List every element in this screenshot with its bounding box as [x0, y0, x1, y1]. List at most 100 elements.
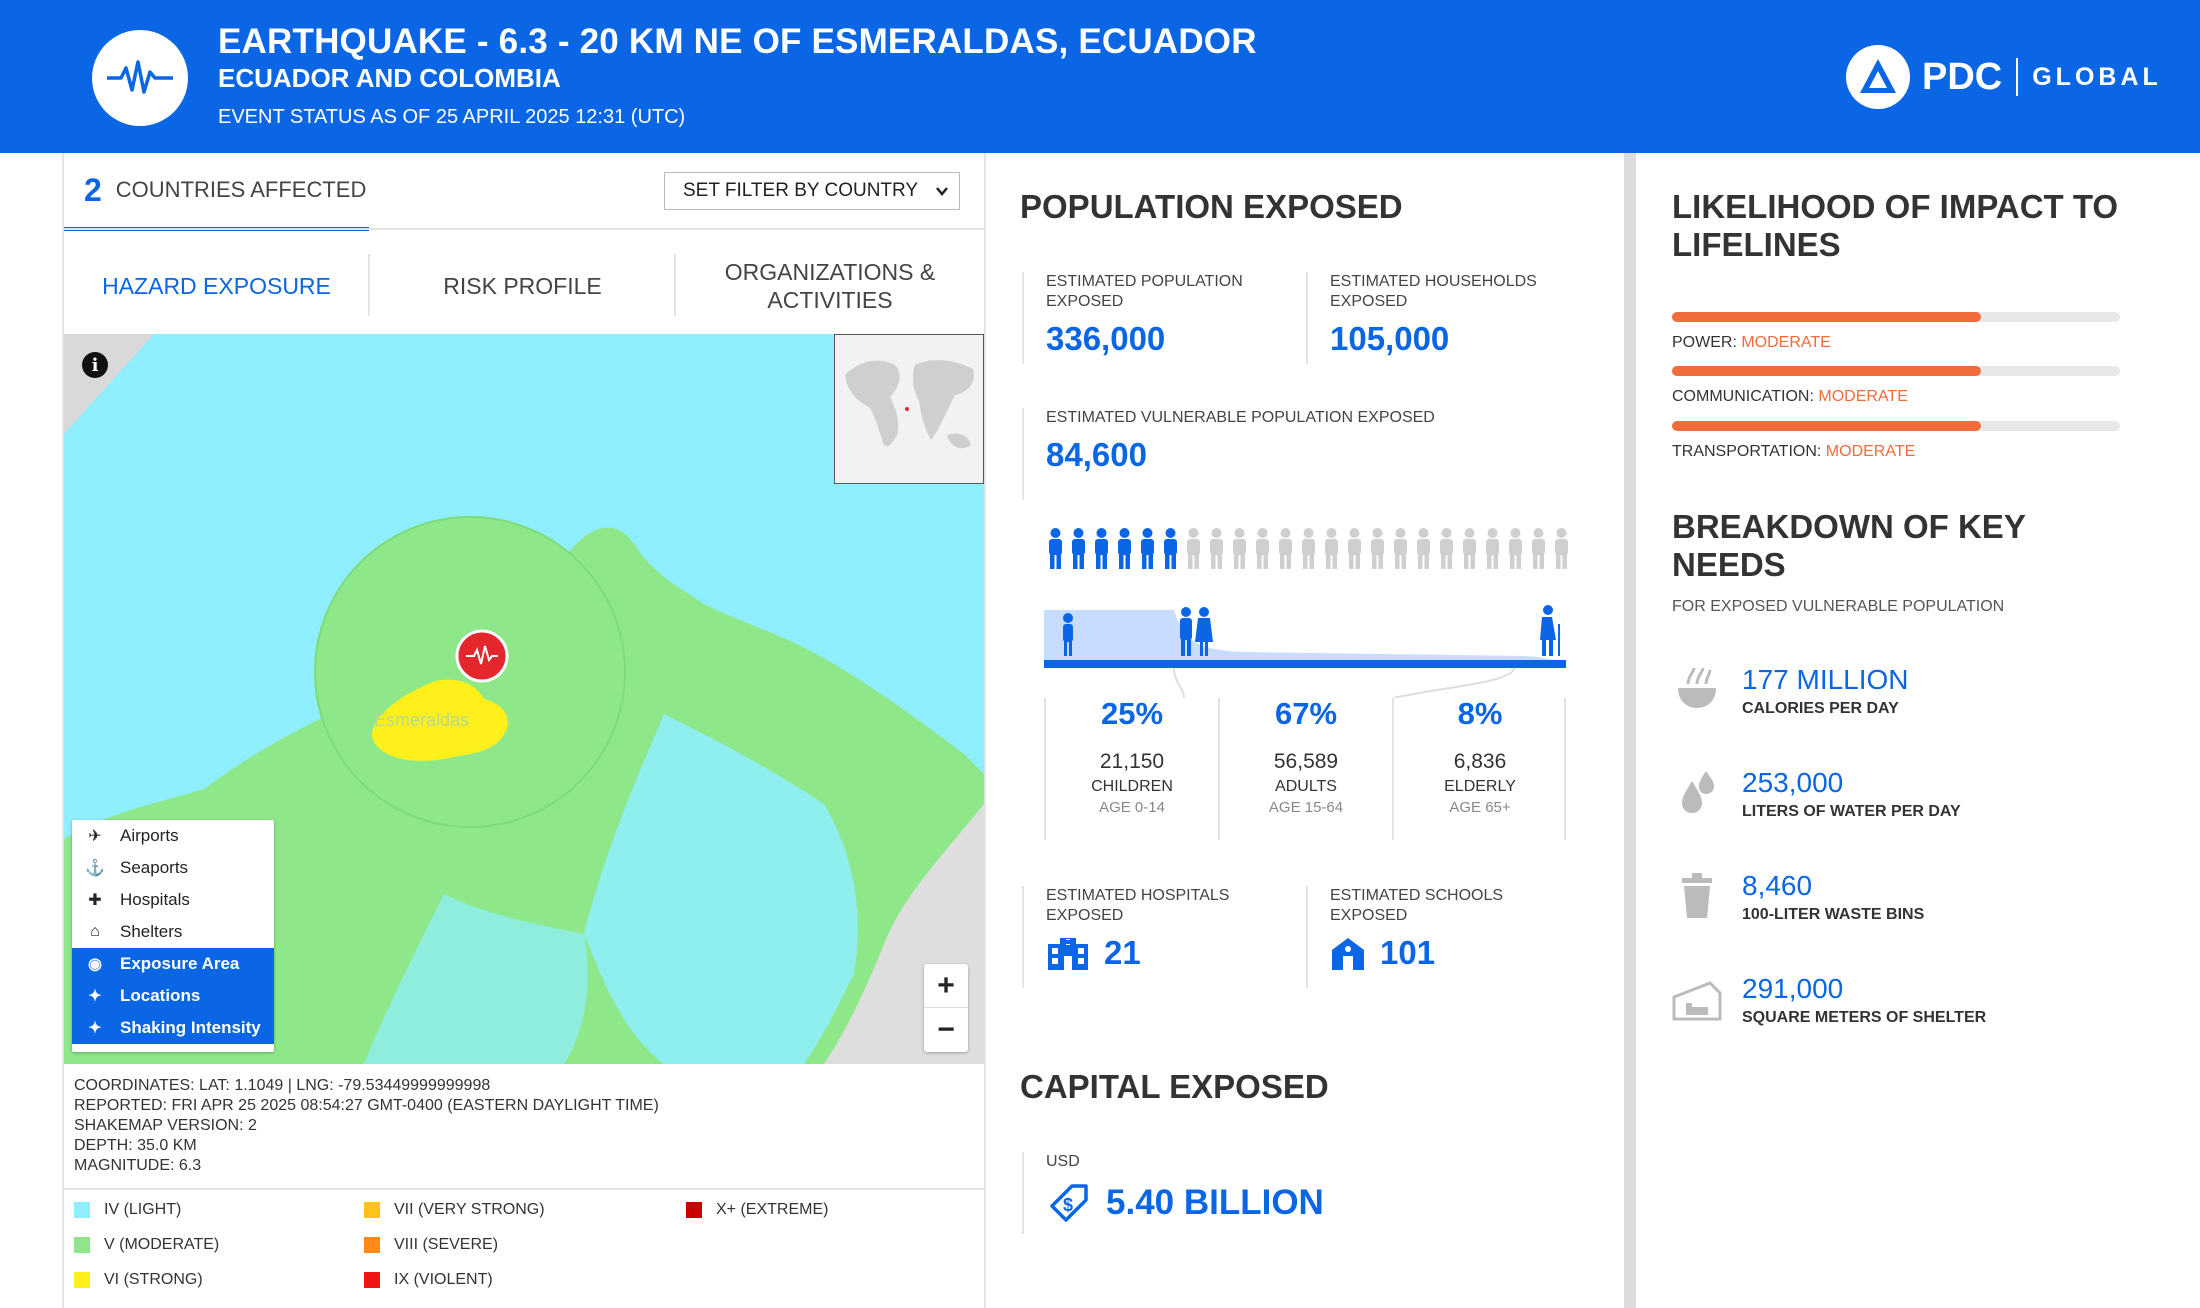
map-layers-panel: ✈ Airports ⚓ Seaports ✚ Hospitals ⌂ Shelters… — [72, 820, 274, 1052]
lifeline-label: POWER: MODERATE — [1672, 334, 2120, 352]
legend-swatch — [74, 1237, 90, 1253]
hospital-building-icon — [1048, 938, 1088, 970]
stat-label: ESTIMATED HOUSEHOLDS EXPOSED — [1330, 273, 1537, 310]
impact-bar — [1672, 421, 2120, 431]
person-icon-highlighted — [1049, 528, 1062, 569]
stat-label: ESTIMATED HOSPITALS EXPOSED — [1046, 887, 1230, 924]
pdc-divider — [2016, 58, 2019, 96]
group-percent: 67% — [1274, 696, 1338, 731]
legend-item: VI (STRONG) — [74, 1271, 203, 1289]
legend-item: VIII (SEVERE) — [364, 1236, 498, 1254]
shelter-icon — [1672, 981, 1722, 1021]
vulnerable-population-stat: ESTIMATED VULNERABLE POPULATION EXPOSED … — [1022, 408, 1522, 500]
impact-bar — [1672, 312, 2120, 322]
reported-time: REPORTED: FRI APR 25 2025 08:54:27 GMT-0… — [74, 1097, 659, 1114]
est-population-stat: ESTIMATED POPULATION EXPOSED 336,000 — [1022, 272, 1282, 364]
person-icon — [1463, 528, 1476, 569]
currency-label: USD — [1046, 1153, 1080, 1170]
layer-hospitals[interactable]: ✚ Hospitals — [72, 884, 274, 916]
chevron-down-icon — [935, 181, 949, 206]
stat-value: 336,000 — [1046, 320, 1166, 357]
capital-title: CAPITAL EXPOSED — [1020, 1068, 1329, 1105]
schools-value: 101 — [1380, 934, 1436, 971]
stat-value-row: 101 — [1330, 934, 1566, 972]
countries-count: 2 — [84, 171, 102, 208]
need-label: LITERS OF WATER PER DAY — [1742, 803, 1961, 820]
airplane-icon: ✈ — [88, 828, 102, 845]
group-separator — [1564, 698, 1566, 840]
legend-swatch — [364, 1237, 380, 1253]
layer-locations[interactable]: ✦ Locations — [72, 980, 274, 1012]
need-value: 8,460 — [1742, 870, 1813, 901]
anchor-icon: ⚓ — [85, 860, 105, 877]
shaking-icon: ✦ — [88, 1020, 102, 1037]
hazard-map[interactable]: Esmeraldas i ✈ Airports ⚓ Seaports ✚ Hospit… — [64, 334, 984, 1064]
group-separator — [1044, 698, 1046, 840]
header: EARTHQUAKE - 6.3 - 20 KM NE OF ESMERALDA… — [0, 0, 2200, 153]
person-icon-highlighted — [1095, 528, 1108, 569]
school-building-icon — [1332, 938, 1364, 970]
layer-shaking-intensity[interactable]: ✦ Shaking Intensity — [72, 1012, 274, 1044]
impact-bar-fill — [1672, 421, 1982, 431]
countries-label: COUNTRIES AFFECTED — [115, 177, 367, 202]
layer-label: Exposure Area — [120, 954, 240, 973]
left-border — [62, 153, 64, 1308]
lifeline-label: COMMUNICATION: MODERATE — [1672, 388, 2120, 406]
person-icon — [1486, 528, 1499, 569]
tab-separator — [368, 254, 370, 316]
person-icon — [1394, 528, 1407, 569]
legend-label: VII (VERY STRONG) — [394, 1201, 545, 1218]
layer-shelters[interactable]: ⌂ Shelters — [72, 916, 274, 948]
capital-stat: USD $ 5.40 BILLION — [1022, 1152, 1422, 1234]
overview-minimap[interactable] — [834, 334, 984, 484]
event-subtitle: ECUADOR AND COLOMBIA — [218, 63, 561, 93]
group-name: ADULTS — [1275, 778, 1337, 795]
group-separator — [1218, 698, 1220, 840]
layer-exposure-area[interactable]: ◉ Exposure Area — [72, 948, 274, 980]
group-age: AGE 65+ — [1449, 799, 1511, 816]
need-label: CALORIES PER DAY — [1742, 700, 1899, 717]
lifeline-level: MODERATE — [1825, 443, 1916, 460]
group-percent: 25% — [1100, 696, 1164, 731]
legend-item: VII (VERY STRONG) — [364, 1201, 545, 1219]
tabs-border — [64, 228, 984, 230]
pdc-global: GLOBAL — [2032, 62, 2162, 91]
shakemap-version: SHAKEMAP VERSION: 2 — [74, 1117, 257, 1134]
pdc-logo[interactable]: PDC GLOBAL — [1846, 44, 2162, 110]
legend-border — [64, 1188, 984, 1190]
layer-seaports[interactable]: ⚓ Seaports — [72, 852, 274, 884]
tab-separator — [674, 254, 676, 316]
need-value: 177 MILLION — [1742, 664, 1909, 695]
tab-risk-profile[interactable]: RISK PROFILE — [443, 273, 602, 299]
stat-label: ESTIMATED VULNERABLE POPULATION EXPOSED — [1046, 409, 1435, 426]
legend-swatch — [686, 1202, 702, 1218]
layer-airports[interactable]: ✈ Airports — [72, 820, 274, 852]
zoom-in-button[interactable]: + — [924, 964, 968, 1008]
layer-label: Shelters — [120, 922, 183, 941]
hospital-icon: ✚ — [88, 892, 102, 909]
stat-value-row: 21 — [1046, 934, 1282, 972]
lifeline-name: TRANSPORTATION: — [1672, 443, 1822, 460]
info-icon[interactable]: i — [82, 352, 108, 378]
population-title: POPULATION EXPOSED — [1020, 188, 1403, 225]
pdc-mark-icon — [1846, 45, 1910, 109]
people-icon-row — [1044, 527, 1573, 571]
legend-label: X+ (EXTREME) — [716, 1201, 829, 1218]
capital-value: 5.40 BILLION — [1106, 1183, 1324, 1222]
legend-label: V (MODERATE) — [104, 1236, 220, 1253]
age-distribution-graph — [1044, 605, 1566, 668]
person-icon-highlighted — [1118, 528, 1131, 569]
country-filter-select[interactable]: SET FILTER BY COUNTRY — [664, 172, 960, 210]
person-icon — [1302, 528, 1315, 569]
person-icon — [1417, 528, 1430, 569]
legend-label: IV (LIGHT) — [104, 1201, 182, 1218]
tab-hazard-exposure[interactable]: HAZARD EXPOSURE — [102, 273, 331, 299]
tab-organizations-activities[interactable]: ORGANIZATIONS & ACTIVITIES — [724, 259, 936, 313]
legend-item: IX (VIOLENT) — [364, 1271, 493, 1289]
group-name: ELDERLY — [1444, 778, 1516, 795]
stat-value: 84,600 — [1046, 436, 1147, 473]
stat-label: ESTIMATED SCHOOLS EXPOSED — [1330, 887, 1504, 924]
zoom-out-button[interactable]: − — [937, 1013, 955, 1046]
adults-figure-icon — [1180, 607, 1213, 656]
age-group-elderly: 8% 6,836 ELDERLY AGE 65+ — [1394, 696, 1566, 816]
